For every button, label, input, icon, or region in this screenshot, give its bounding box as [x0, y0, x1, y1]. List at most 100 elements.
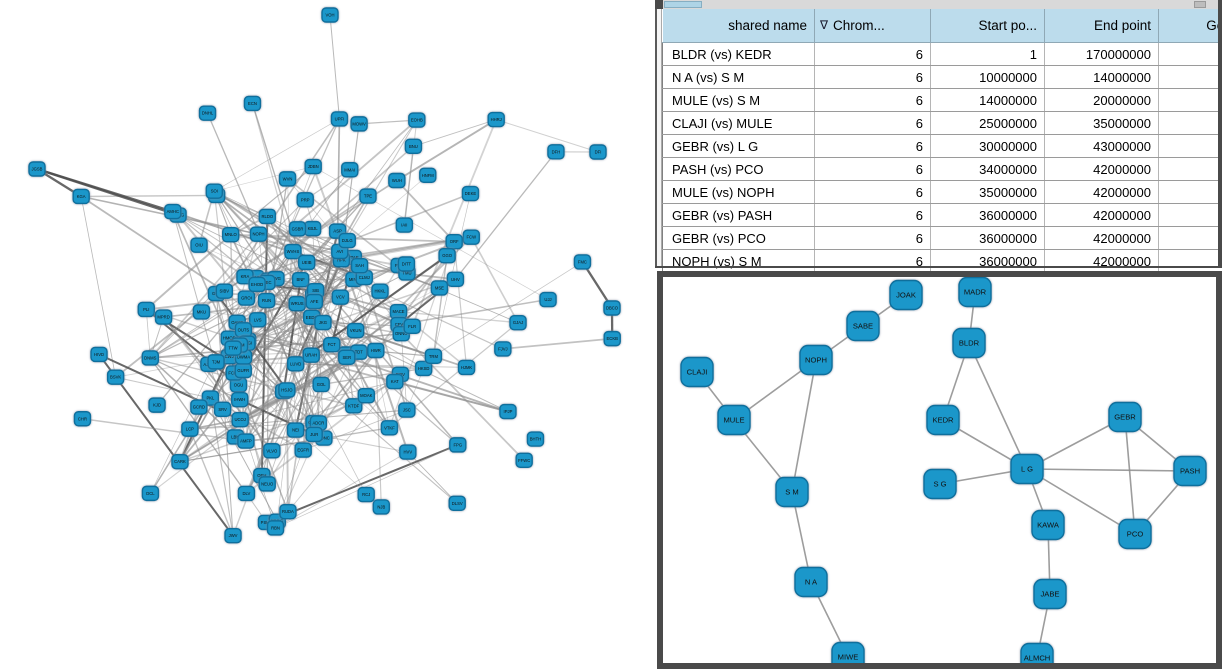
node-shape[interactable] — [603, 300, 621, 316]
node-shape[interactable] — [1118, 518, 1152, 550]
node-shape[interactable] — [224, 528, 242, 544]
node-shape[interactable] — [297, 254, 316, 271]
node-shape[interactable] — [314, 314, 332, 331]
network-node[interactable]: RUN — [257, 292, 276, 309]
network-node[interactable]: IHWH — [231, 392, 249, 408]
network-edge[interactable] — [247, 321, 324, 342]
network-edge[interactable] — [336, 118, 341, 232]
network-node[interactable]: CHR — [73, 411, 92, 427]
network-node[interactable]: RUDA — [279, 504, 297, 520]
network-node[interactable]: BNF — [291, 271, 310, 288]
network-edge[interactable] — [214, 190, 340, 252]
node-shape[interactable] — [164, 203, 182, 220]
node-shape[interactable] — [386, 373, 404, 390]
node-shape[interactable] — [494, 341, 512, 357]
network-node[interactable]: CARK — [171, 453, 189, 470]
network-node[interactable]: UCOJ — [231, 411, 249, 428]
network-node[interactable]: WVN — [278, 171, 297, 187]
node-shape[interactable] — [419, 167, 437, 183]
network-node[interactable]: DNMS — [141, 350, 159, 366]
subnetwork-node-bldr[interactable]: BLDR — [952, 327, 986, 359]
table-cell[interactable]: GEBR (vs) L G — [662, 134, 815, 158]
network-node[interactable]: FFWC — [515, 452, 533, 469]
node-shape[interactable] — [345, 398, 363, 414]
node-shape[interactable] — [357, 388, 376, 404]
node-shape[interactable] — [323, 336, 341, 353]
network-edge[interactable] — [398, 310, 519, 324]
node-shape[interactable] — [305, 426, 323, 443]
node-shape[interactable] — [330, 111, 349, 127]
table-cell[interactable]: 1 — [930, 42, 1045, 66]
network-edge[interactable] — [150, 256, 354, 359]
network-edge[interactable] — [240, 381, 395, 421]
node-shape[interactable] — [923, 468, 957, 500]
table-cell[interactable]: 6 — [814, 134, 931, 158]
network-edge[interactable] — [115, 376, 211, 399]
node-shape[interactable] — [509, 314, 527, 331]
node-shape[interactable] — [207, 354, 225, 370]
network-node[interactable]: DJLG — [338, 232, 356, 249]
table-cell[interactable]: PASH (vs) PCO — [662, 157, 815, 181]
scrollbar-button[interactable] — [1194, 1, 1206, 8]
network-node[interactable]: UPFI — [330, 111, 349, 127]
network-edge[interactable] — [245, 178, 289, 442]
table-cell[interactable]: 34000000 — [930, 157, 1045, 181]
table-cell[interactable]: 20000000 — [1044, 88, 1159, 112]
node-shape[interactable] — [263, 443, 281, 459]
node-shape[interactable] — [399, 444, 417, 460]
network-node[interactable]: ECN — [243, 95, 262, 112]
table-cell[interactable]: 6 — [814, 157, 931, 181]
network-edge[interactable] — [400, 333, 525, 461]
network-node[interactable]: GOL — [312, 376, 330, 393]
table-cell[interactable]: 6 — [814, 88, 931, 112]
network-node[interactable]: JUR — [305, 426, 323, 443]
table-cell[interactable]: 6 — [814, 249, 931, 273]
table-cell[interactable]: 35000000 — [1044, 111, 1159, 135]
network-edge[interactable] — [413, 119, 497, 147]
node-shape[interactable] — [224, 340, 242, 356]
column-header-chrom[interactable]: ∇ Chrom... — [814, 9, 931, 43]
node-shape[interactable] — [341, 162, 359, 178]
node-shape[interactable] — [90, 346, 108, 363]
subnetwork-node-joak[interactable]: JOAK — [889, 279, 923, 311]
network-node[interactable]: KJD — [148, 397, 166, 413]
node-shape[interactable] — [926, 404, 960, 436]
node-shape[interactable] — [237, 485, 256, 502]
network-edge[interactable] — [189, 428, 234, 536]
table-cell[interactable]: 36000000 — [930, 249, 1045, 273]
subnetwork-canvas[interactable]: JOAK MADR SABE BLDR NOPH CLAJI GEBR MULE KEDR L G… — [663, 277, 1216, 663]
node-shape[interactable] — [258, 208, 277, 225]
network-node[interactable]: DNHL — [198, 105, 217, 121]
subnetwork-node-pco[interactable]: PCO — [1118, 518, 1152, 550]
subnetwork-node-sabe[interactable]: SABE — [846, 310, 880, 342]
network-edge[interactable] — [213, 190, 355, 281]
network-edge[interactable] — [315, 119, 418, 291]
network-node[interactable]: BSVK — [106, 369, 125, 385]
network-node[interactable]: AMFP — [237, 433, 255, 449]
subnetwork-node-jabe[interactable]: JABE — [1033, 578, 1067, 610]
table-cell[interactable]: 8.9 — [1158, 203, 1222, 227]
network-node[interactable]: EOHB — [408, 112, 426, 128]
network-edge[interactable] — [375, 350, 382, 507]
network-node[interactable]: BNU — [404, 138, 423, 155]
table-cell[interactable]: N A (vs) S M — [662, 65, 815, 89]
node-shape[interactable] — [448, 495, 466, 512]
network-edge[interactable] — [150, 357, 354, 407]
network-node[interactable]: EHOD — [248, 276, 266, 293]
column-header-endpoint[interactable]: End point — [1044, 9, 1159, 43]
network-edge[interactable] — [179, 419, 241, 463]
network-edge[interactable] — [213, 190, 355, 407]
node-shape[interactable] — [28, 161, 46, 177]
network-node[interactable]: GJAJ — [509, 314, 527, 331]
table-row[interactable]: GEBR (vs) PASH636000000420000008.9 — [662, 203, 1222, 227]
table-cell[interactable]: BLDR (vs) KEDR — [662, 42, 815, 66]
network-edge[interactable] — [214, 166, 314, 192]
network-edge[interactable] — [407, 451, 458, 504]
subnetwork-node-gebr[interactable]: GEBR — [1108, 401, 1142, 433]
node-shape[interactable] — [288, 295, 306, 312]
node-shape[interactable] — [462, 229, 480, 245]
node-shape[interactable] — [350, 257, 369, 274]
network-node[interactable]: MSE — [430, 280, 449, 296]
network-edge[interactable] — [150, 357, 241, 401]
node-shape[interactable] — [286, 422, 305, 438]
